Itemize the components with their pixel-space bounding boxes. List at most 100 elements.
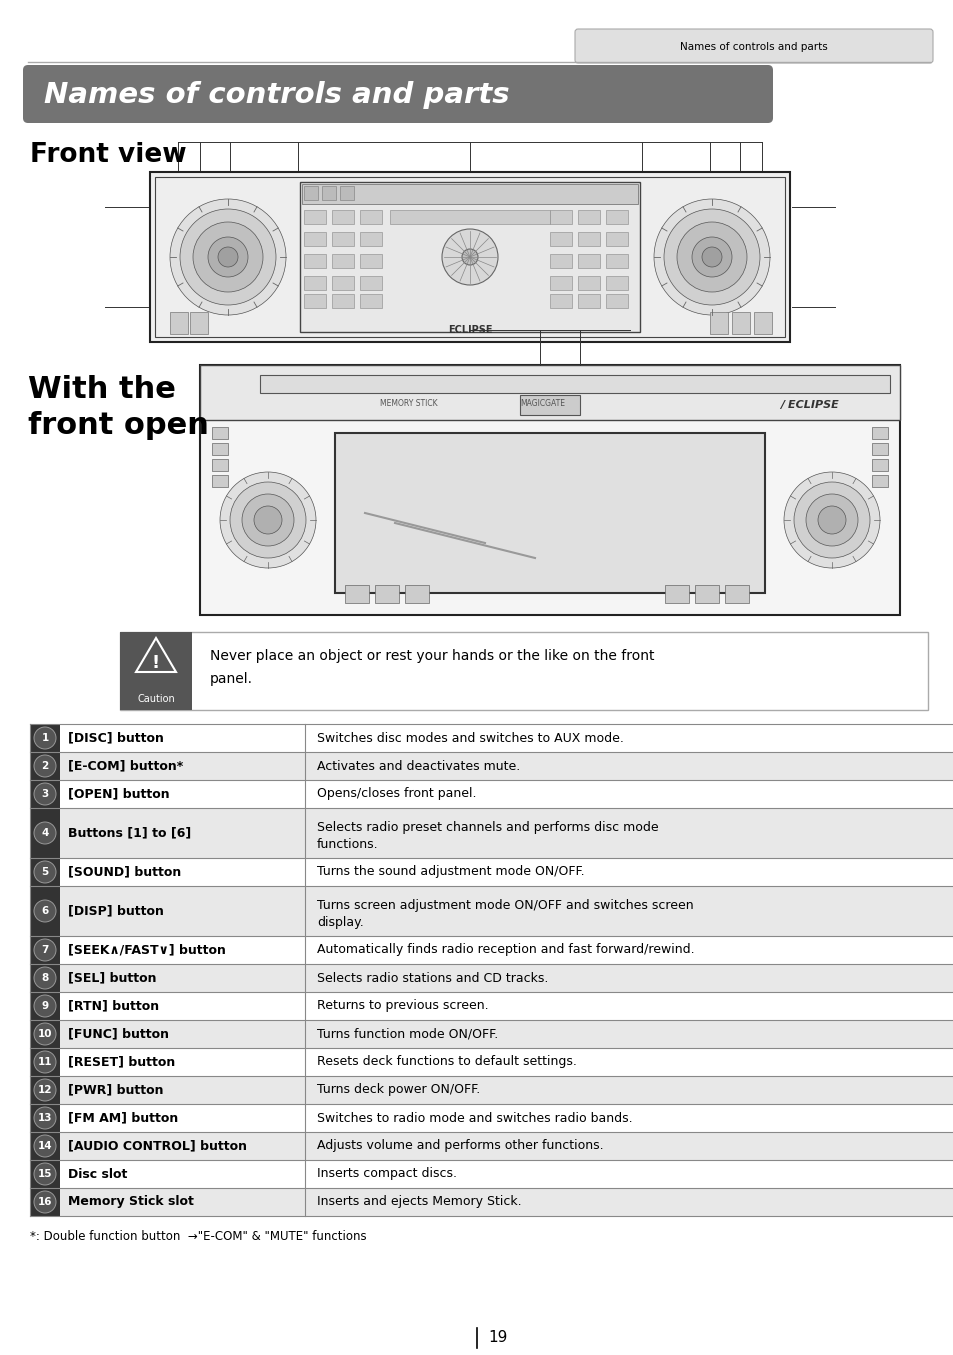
- Text: *: Double function button  →"E-COM" & "MUTE" functions: *: Double function button →"E-COM" & "MU…: [30, 1229, 366, 1243]
- Text: ECLIPSE: ECLIPSE: [447, 325, 492, 335]
- Bar: [30, 724, 953, 752]
- Circle shape: [180, 209, 275, 305]
- Bar: [30, 936, 953, 963]
- Bar: [30, 992, 953, 1020]
- Bar: [30, 858, 953, 886]
- Bar: [30, 886, 953, 936]
- Bar: [30, 1188, 60, 1215]
- Bar: [30, 1076, 953, 1104]
- Text: With the
front open: With the front open: [28, 375, 209, 440]
- Text: Caution: Caution: [137, 694, 174, 705]
- Circle shape: [663, 209, 760, 305]
- Bar: [375, 585, 398, 603]
- Circle shape: [218, 247, 237, 267]
- Bar: [709, 312, 727, 333]
- Circle shape: [34, 1051, 56, 1073]
- Bar: [154, 178, 784, 337]
- Bar: [871, 476, 887, 486]
- Circle shape: [34, 967, 56, 989]
- Bar: [170, 312, 188, 333]
- Text: [FM AM] button: [FM AM] button: [68, 1111, 178, 1125]
- Circle shape: [783, 472, 879, 568]
- Text: Inserts and ejects Memory Stick.: Inserts and ejects Memory Stick.: [316, 1195, 521, 1209]
- Bar: [304, 210, 326, 224]
- Bar: [605, 276, 627, 290]
- Bar: [332, 294, 354, 308]
- Bar: [359, 276, 381, 290]
- Text: !: !: [152, 654, 160, 672]
- Circle shape: [691, 237, 731, 276]
- FancyBboxPatch shape: [575, 28, 932, 62]
- Circle shape: [654, 199, 769, 314]
- Text: Front view: Front view: [30, 142, 187, 168]
- Text: Names of controls and parts: Names of controls and parts: [679, 42, 827, 51]
- Bar: [30, 1188, 953, 1215]
- Text: Turns deck power ON/OFF.: Turns deck power ON/OFF.: [316, 1084, 479, 1096]
- Text: 14: 14: [38, 1141, 52, 1150]
- Bar: [260, 375, 889, 393]
- Bar: [332, 232, 354, 247]
- Circle shape: [170, 199, 286, 314]
- Bar: [695, 585, 719, 603]
- Text: [AUDIO CONTROL] button: [AUDIO CONTROL] button: [68, 1140, 247, 1153]
- Bar: [30, 808, 953, 858]
- Text: [FUNC] button: [FUNC] button: [68, 1027, 169, 1041]
- Circle shape: [34, 1107, 56, 1129]
- Bar: [120, 631, 927, 710]
- Text: 9: 9: [41, 1001, 49, 1011]
- Bar: [550, 253, 572, 268]
- Text: [DISP] button: [DISP] button: [68, 905, 164, 917]
- Bar: [30, 1104, 60, 1131]
- FancyBboxPatch shape: [23, 65, 772, 123]
- Bar: [332, 210, 354, 224]
- Text: 13: 13: [38, 1112, 52, 1123]
- Bar: [519, 396, 579, 415]
- Circle shape: [34, 1135, 56, 1157]
- Text: 2: 2: [41, 762, 49, 771]
- Circle shape: [701, 247, 721, 267]
- Text: Buttons [1] to [6]: Buttons [1] to [6]: [68, 827, 191, 840]
- Bar: [578, 276, 599, 290]
- Text: Disc slot: Disc slot: [68, 1168, 128, 1180]
- Bar: [578, 294, 599, 308]
- Circle shape: [230, 482, 306, 558]
- Bar: [30, 963, 953, 992]
- Bar: [212, 427, 228, 439]
- Text: [RESET] button: [RESET] button: [68, 1056, 175, 1069]
- Bar: [332, 253, 354, 268]
- Bar: [753, 312, 771, 333]
- Bar: [30, 992, 60, 1020]
- Bar: [30, 1160, 60, 1188]
- Bar: [550, 276, 572, 290]
- Circle shape: [34, 939, 56, 961]
- Circle shape: [34, 995, 56, 1018]
- Polygon shape: [136, 638, 175, 672]
- Bar: [550, 210, 572, 224]
- Text: [SEL] button: [SEL] button: [68, 972, 156, 985]
- Bar: [30, 886, 60, 936]
- Bar: [200, 364, 899, 420]
- Circle shape: [677, 222, 746, 291]
- Text: Selects radio preset channels and performs disc mode: Selects radio preset channels and perfor…: [316, 821, 658, 833]
- Text: 1: 1: [41, 733, 49, 743]
- Bar: [405, 585, 429, 603]
- Text: Turns screen adjustment mode ON/OFF and switches screen: Turns screen adjustment mode ON/OFF and …: [316, 898, 693, 912]
- Bar: [550, 232, 572, 247]
- Bar: [30, 1076, 60, 1104]
- Bar: [359, 294, 381, 308]
- Bar: [605, 294, 627, 308]
- Text: [E-COM] button*: [E-COM] button*: [68, 760, 183, 772]
- Bar: [332, 276, 354, 290]
- Circle shape: [34, 860, 56, 883]
- Text: Returns to previous screen.: Returns to previous screen.: [316, 1000, 488, 1012]
- Circle shape: [793, 482, 869, 558]
- Bar: [871, 459, 887, 472]
- Circle shape: [34, 822, 56, 844]
- Text: Automatically finds radio reception and fast forward/rewind.: Automatically finds radio reception and …: [316, 943, 694, 957]
- Text: functions.: functions.: [316, 837, 378, 851]
- Bar: [605, 253, 627, 268]
- Bar: [30, 1047, 60, 1076]
- Circle shape: [34, 1023, 56, 1045]
- Text: [DISC] button: [DISC] button: [68, 732, 164, 744]
- Bar: [304, 232, 326, 247]
